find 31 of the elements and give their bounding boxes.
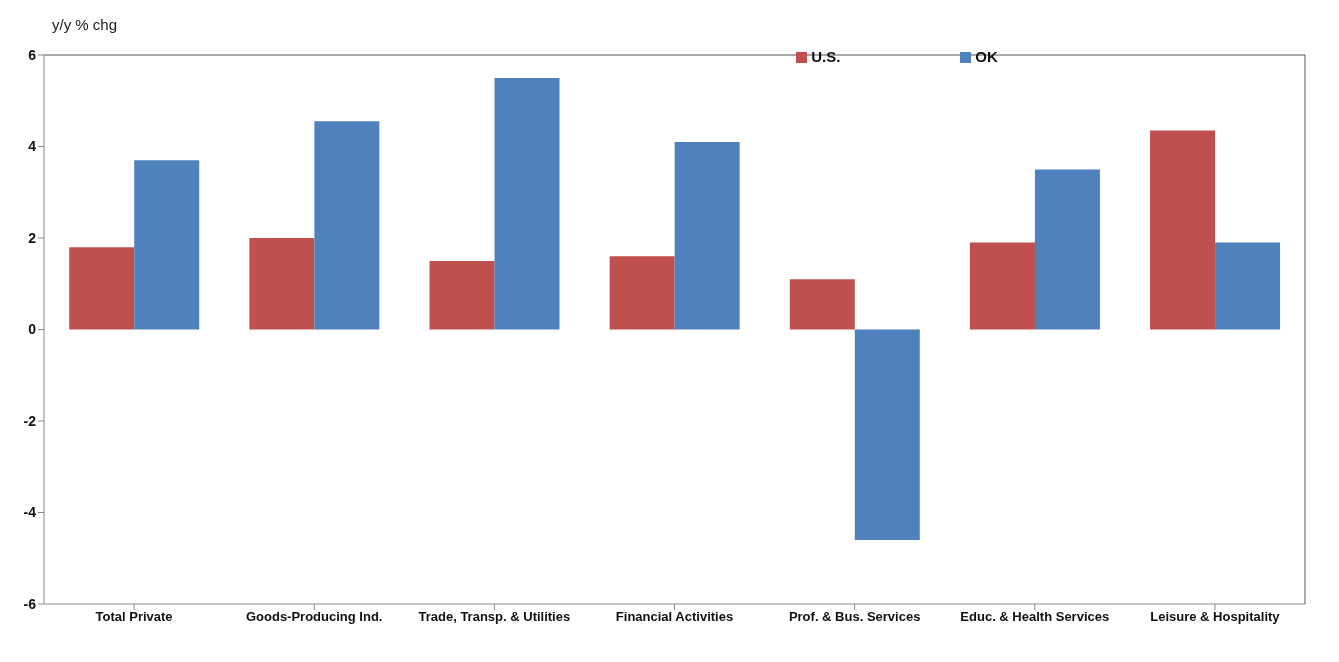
x-tick-label: Goods-Producing Ind. xyxy=(245,609,383,625)
x-tick-label: Prof. & Bus. Services xyxy=(788,609,921,625)
x-tick-label: Total Private xyxy=(95,609,173,625)
bar xyxy=(969,242,1035,330)
bar xyxy=(1150,130,1216,330)
bar xyxy=(1034,169,1100,330)
legend-label: U.S. xyxy=(811,48,841,65)
y-axis-title: y/y % chg xyxy=(52,16,118,33)
y-tick-label: 6 xyxy=(28,46,37,63)
bar xyxy=(854,329,920,540)
bar xyxy=(609,256,675,330)
bar xyxy=(429,260,495,330)
bar xyxy=(69,247,135,330)
bar xyxy=(314,121,380,330)
bar xyxy=(789,279,855,330)
x-tick-label: Financial Activities xyxy=(615,609,734,625)
bar xyxy=(249,238,315,330)
legend-label: OK xyxy=(975,48,998,65)
bar xyxy=(1215,242,1281,330)
y-tick-label: -4 xyxy=(23,504,37,521)
y-tick-label: 0 xyxy=(28,321,37,338)
y-tick-label: 2 xyxy=(28,229,37,246)
bar xyxy=(134,160,200,330)
y-tick-label: 4 xyxy=(28,138,37,155)
x-tick-label: Trade, Transp. & Utilities xyxy=(418,609,571,625)
bar xyxy=(674,141,740,330)
bar xyxy=(494,77,560,330)
y-tick-label: -6 xyxy=(23,595,37,612)
x-tick-label: Leisure & Hospitality xyxy=(1150,609,1281,625)
x-tick-label: Educ. & Health Services xyxy=(960,609,1110,625)
y-tick-label: -2 xyxy=(23,412,37,429)
